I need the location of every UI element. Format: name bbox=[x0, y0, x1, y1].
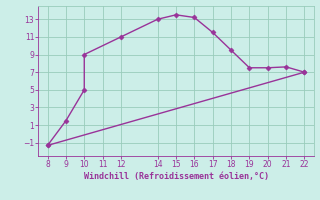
X-axis label: Windchill (Refroidissement éolien,°C): Windchill (Refroidissement éolien,°C) bbox=[84, 172, 268, 181]
